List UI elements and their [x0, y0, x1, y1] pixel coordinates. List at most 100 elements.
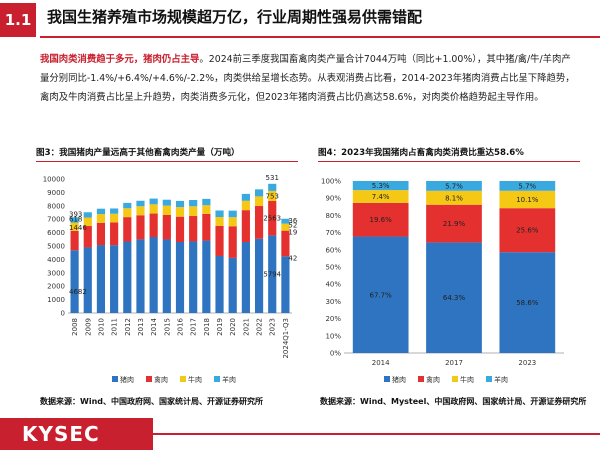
data-label: 5.7%: [518, 182, 536, 190]
highlight-lead-2: 猪肉仍占主导: [143, 54, 200, 65]
x-tick-label: 2020: [229, 318, 237, 336]
footer-logo-bar: KYSEC: [0, 418, 153, 450]
y-tick-label: 1000: [47, 296, 65, 304]
data-label: 531: [266, 174, 279, 182]
data-label: 753: [266, 192, 279, 200]
bar-segment: [70, 222, 79, 231]
x-tick-label: 2017: [445, 359, 463, 367]
page-header: 1.1 我国生猪养殖市场规模超万亿，行业周期性强易供需错配: [0, 0, 600, 40]
bar-segment: [281, 230, 290, 257]
bar-segment: [228, 226, 237, 258]
bar-segment: [228, 210, 237, 218]
section-number: 1.1: [0, 3, 36, 37]
bar-segment: [241, 200, 250, 211]
y-tick-label: 60%: [325, 246, 341, 254]
data-label: 4230: [288, 254, 298, 262]
y-tick-label: 90%: [325, 195, 341, 203]
bar-segment: [149, 237, 158, 313]
bar-segment: [110, 213, 119, 223]
legend-label-1: 禽肉: [154, 375, 168, 384]
kysec-logo: KYSEC: [22, 422, 100, 446]
right-chart-svg: 0% 10% 20% 30% 40% 50% 60% 70% 80% 90% 100% 67.7% 19…: [321, 178, 564, 384]
bar-segment: [83, 212, 92, 218]
bar-segment: [352, 181, 409, 191]
data-label: 5.3%: [372, 182, 390, 190]
page-title: 我国生猪养殖市场规模超万亿，行业周期性强易供需错配: [47, 8, 423, 26]
footer-divider: [153, 433, 600, 435]
bar-segment: [162, 215, 171, 240]
bar-segment: [136, 200, 145, 207]
y-tick-label: 10000: [43, 176, 65, 184]
x-tick-label: 2017: [190, 318, 198, 336]
legend-swatch-0: [112, 376, 118, 382]
y-tick-label: 70%: [325, 229, 341, 237]
y-tick-label: 7000: [47, 216, 65, 224]
bar-segment: [281, 256, 290, 313]
bar-segment: [96, 214, 106, 223]
legend-label-1: 禽肉: [426, 375, 440, 384]
bar-segment: [162, 199, 171, 206]
legend-label-2: 牛肉: [460, 375, 474, 384]
bar-segment: [110, 222, 119, 246]
y-tick-label: 4000: [47, 256, 65, 264]
right-chart-title: 图4：2023年我国猪肉占畜禽肉类消费比重达58.6%: [318, 148, 524, 158]
bar-segment: [83, 217, 92, 227]
bar-segment: [228, 257, 237, 313]
bar-segment: [215, 225, 224, 256]
bar-segment: [149, 213, 158, 238]
bar-segment: [254, 238, 264, 313]
bar-segment: [268, 190, 277, 202]
bar-segment: [202, 205, 211, 214]
bar-segment: [254, 206, 264, 239]
legend-label-2: 牛肉: [188, 375, 202, 384]
bar-segment: [499, 208, 556, 253]
bar-segment: [268, 235, 277, 313]
bar-segment: [70, 250, 79, 313]
bar-segment: [175, 216, 185, 242]
legend-label-0: 猪肉: [392, 375, 406, 384]
bar-segment: [254, 189, 264, 197]
y-tick-label: 8000: [47, 202, 65, 210]
left-chart-title-rule: [36, 161, 298, 162]
x-tick-label: 2010: [97, 318, 105, 336]
x-tick-label: 2012: [124, 318, 132, 336]
data-label: 19.6%: [370, 216, 393, 224]
x-tick-label: 2013: [137, 318, 145, 336]
bar-segment: [499, 181, 556, 191]
y-tick-label: 100%: [321, 178, 341, 186]
bar-segment: [241, 242, 250, 313]
bar-segment: [175, 207, 185, 217]
bar-segment: [215, 210, 224, 218]
bar-segment: [70, 217, 79, 223]
y-tick-label: 80%: [325, 212, 341, 220]
bar-segment: [189, 206, 198, 217]
data-label: 5794: [263, 271, 281, 279]
bar-segment: [352, 236, 409, 353]
bar-segment: [149, 204, 158, 214]
data-label: 618: [69, 216, 82, 224]
bar-segment: [228, 217, 237, 227]
left-chart-source: 数据来源：Wind、中国政府网、国家统计局、开源证券研究所: [40, 397, 263, 406]
legend-swatch-2: [180, 376, 186, 382]
x-tick-label: 2024Q1-Q3: [282, 318, 290, 359]
y-tick-label: 50%: [325, 264, 341, 272]
bar-segment: [110, 208, 119, 214]
bar-segment: [352, 190, 409, 203]
y-tick-label: 20%: [325, 315, 341, 323]
bar-segment: [96, 245, 106, 313]
y-tick-label: 30%: [325, 298, 341, 306]
data-label: 8.1%: [445, 194, 463, 202]
bar-segment: [123, 217, 132, 242]
bar-segment: [281, 223, 290, 231]
bar-segment: [499, 252, 556, 353]
y-tick-label: 3000: [47, 269, 65, 277]
legend-swatch-0: [384, 376, 390, 382]
bar-segment: [149, 198, 158, 205]
data-label: 5.7%: [445, 182, 463, 190]
bar-segment: [110, 245, 119, 313]
y-tick-label: 0%: [330, 350, 341, 358]
legend-label-3: 羊肉: [494, 375, 508, 384]
bar-segment: [499, 190, 556, 209]
data-label: 522: [288, 222, 298, 230]
data-label: 64.3%: [443, 294, 466, 302]
